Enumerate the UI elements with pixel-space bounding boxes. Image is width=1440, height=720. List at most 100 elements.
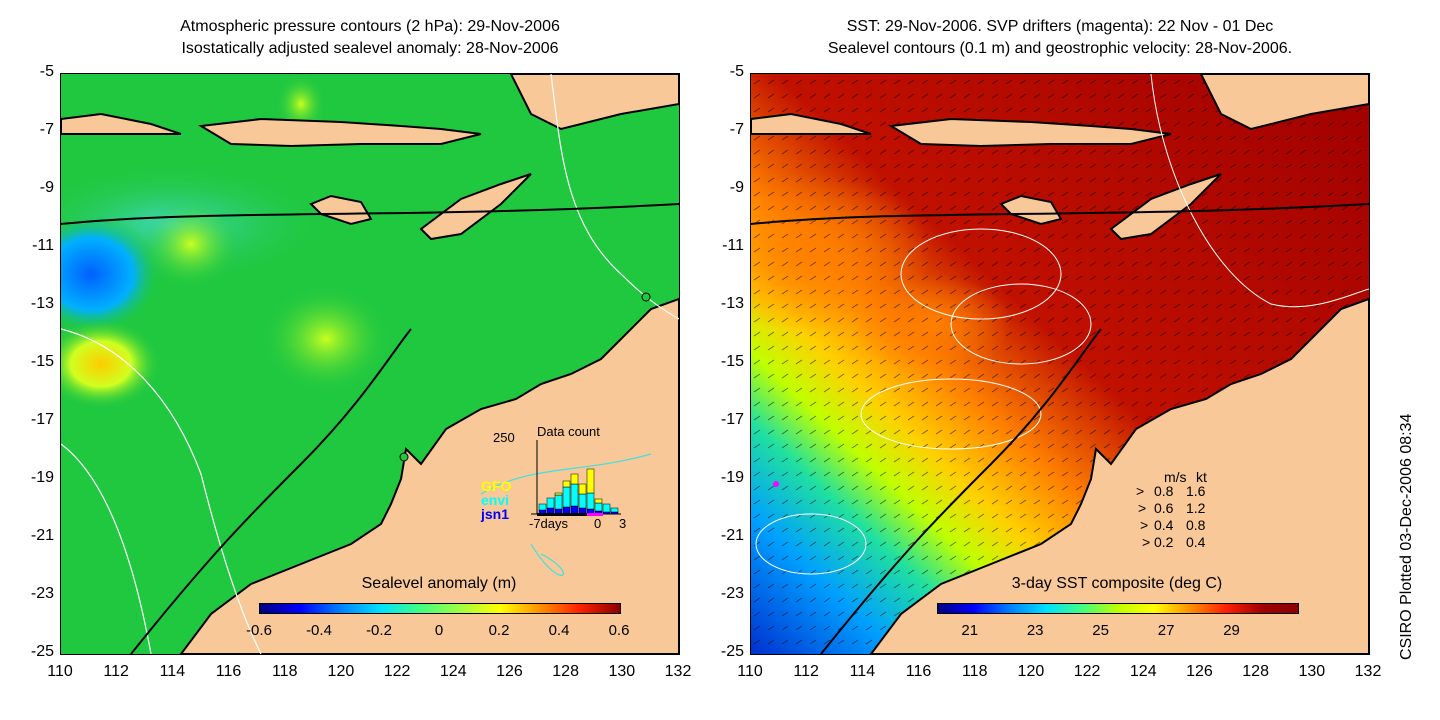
speed-legend-kt-value: 0.8 (1186, 517, 1206, 533)
right-title-line2: Sealevel contours (0.1 m) and geostrophi… (827, 40, 1293, 57)
station-marker-1 (399, 452, 409, 462)
sealevel-colorbar-tick: 0 (434, 622, 444, 639)
histogram-bar (586, 492, 595, 510)
speed-legend-arrow: > (1142, 534, 1151, 550)
right-title-line1: SST: 29-Nov-2006. SVP drifters (magenta)… (846, 18, 1274, 35)
left-y-tick-label: -13 (30, 295, 54, 312)
java-island (61, 112, 182, 135)
sealevel-anomaly-map-svg (61, 74, 679, 654)
histogram-bar (578, 483, 587, 495)
speed-legend-kt-value: 1.2 (1186, 500, 1206, 516)
northern-islands (1199, 74, 1369, 131)
java-island (751, 112, 872, 135)
left-title-line2: Isostatically adjusted sealevel anomaly:… (181, 40, 559, 57)
right-x-tick-label: 114 (849, 663, 876, 680)
data-count-histogram: Data count 250 GFO envi jsn1 -7days 0 3 (481, 424, 661, 534)
sst-colorbar-tick: 23 (1026, 622, 1044, 639)
sst-colorbar-title: 3-day SST composite (deg C) (1011, 575, 1223, 592)
sealevel-colorbar-tick: -0.4 (306, 622, 332, 639)
right-y-tick-label: -15 (720, 353, 744, 370)
left-panel-title: Atmospheric pressure contours (2 hPa): 2… (60, 16, 680, 60)
right-y-tick-label: -17 (720, 411, 744, 428)
speed-legend-ms-value: 0.4 (1154, 517, 1174, 533)
histogram-bar (602, 503, 611, 513)
left-y-tick-label: -17 (30, 411, 54, 428)
sealevel-colorbar-tick: -0.2 (366, 622, 392, 639)
histogram-legend-jsn1: jsn1 (481, 506, 510, 522)
sst-colorbar (937, 603, 1299, 614)
pressure-contour-3 (61, 443, 152, 654)
histogram-legend-envi: envi (481, 492, 510, 508)
left-y-tick-label: -11 (32, 237, 54, 254)
speed-legend-ms-value: 0.8 (1154, 483, 1174, 499)
histogram-legend-gfo: GFO (481, 478, 512, 494)
bathymetry-contour-shelf (820, 328, 1102, 654)
sst-map[interactable]: m/s kt >0.8 1.6 >0.6 1.2 >0.4 0.8 >0.2 0.4 (750, 73, 1370, 655)
speed-legend-arrow: > (1136, 483, 1145, 499)
speed-legend-header-ms: m/s (1164, 469, 1187, 485)
left-y-tick-label: -23 (30, 585, 54, 602)
sealevel-colorbar-tick: 0.2 (488, 622, 510, 639)
speed-legend-arrow: > (1138, 500, 1147, 516)
sealevel-colorbar-title: Sealevel anomaly (m) (361, 575, 517, 592)
histogram-xlabel-end: 3 (619, 516, 627, 531)
credit-text: CSIRO Plotted 03-Dec-2006 08:34 (1398, 413, 1415, 660)
sealevel-colorbar-tick: 0.6 (608, 622, 630, 639)
left-x-tick-label: 118 (271, 663, 298, 680)
right-x-tick-label: 128 (1242, 663, 1269, 680)
sla-anomaly-lime-1 (141, 199, 241, 289)
histogram-bar (554, 492, 563, 496)
pressure-contour-1 (550, 74, 679, 320)
histogram-recent-segment (587, 513, 603, 516)
sla-anomaly-lime-3 (276, 74, 326, 134)
histogram-past-segment (537, 513, 587, 516)
left-x-tick-label: 112 (103, 663, 129, 680)
sst-colorbar-tick: 27 (1157, 622, 1175, 639)
left-y-tick-label: -5 (39, 63, 54, 80)
svp-drifter-track (773, 481, 779, 487)
histogram-bar (602, 511, 611, 515)
speed-legend-arrow: > (1140, 517, 1149, 533)
right-y-tick-label: -9 (729, 179, 744, 196)
sla-anomaly-lime-2 (261, 284, 391, 394)
histogram-bar (594, 502, 603, 512)
sst-colorbar-tick: 21 (961, 622, 979, 639)
sealevel-colorbar (259, 603, 621, 614)
sealevel-colorbar-tick: -0.6 (246, 622, 272, 639)
histogram-bar (570, 483, 579, 507)
right-y-tick-label: -7 (729, 121, 744, 138)
left-y-tick-label: -19 (30, 469, 54, 486)
sst-map-svg (751, 74, 1369, 654)
station-marker-2 (641, 292, 651, 302)
sealevel-anomaly-map[interactable]: Data count 250 GFO envi jsn1 -7days 0 3 (60, 73, 680, 655)
left-x-tick-label: 126 (496, 663, 523, 680)
histogram-title: Data count (537, 424, 600, 439)
right-x-tick-label: 132 (1354, 663, 1382, 680)
histogram-bar (562, 486, 571, 508)
australia-landmass (869, 297, 1369, 654)
sealevel-contour-3 (860, 378, 1042, 450)
histogram-bar (610, 511, 619, 515)
bathymetry-contour-shelf (130, 328, 412, 654)
sst-colorbar-tick: 29 (1223, 622, 1240, 639)
australia-landmass (179, 297, 679, 654)
left-y-tick-label: -25 (30, 643, 54, 660)
histogram-bar (594, 498, 603, 504)
histogram-bar (554, 494, 563, 510)
speed-legend-ms-value: 0.2 (1154, 534, 1174, 550)
sealevel-colorbar-tick: 0.4 (548, 622, 570, 639)
sealevel-contour-2 (950, 283, 1092, 365)
left-y-tick-label: -9 (39, 179, 54, 196)
right-y-tick-label: -21 (720, 527, 744, 544)
left-x-tick-label: 130 (608, 663, 636, 680)
right-y-tick-label: -11 (722, 237, 744, 254)
left-y-tick-label: -21 (30, 527, 54, 544)
right-x-tick-label: 124 (1129, 663, 1157, 680)
left-y-tick-label: -15 (30, 353, 54, 370)
right-x-tick-label: 130 (1298, 663, 1326, 680)
right-y-tick-label: -23 (720, 585, 744, 602)
left-x-tick-label: 116 (215, 663, 242, 680)
histogram-ymax-label: 250 (493, 430, 515, 445)
histogram-bar (570, 473, 579, 485)
histogram-bars (531, 440, 621, 516)
